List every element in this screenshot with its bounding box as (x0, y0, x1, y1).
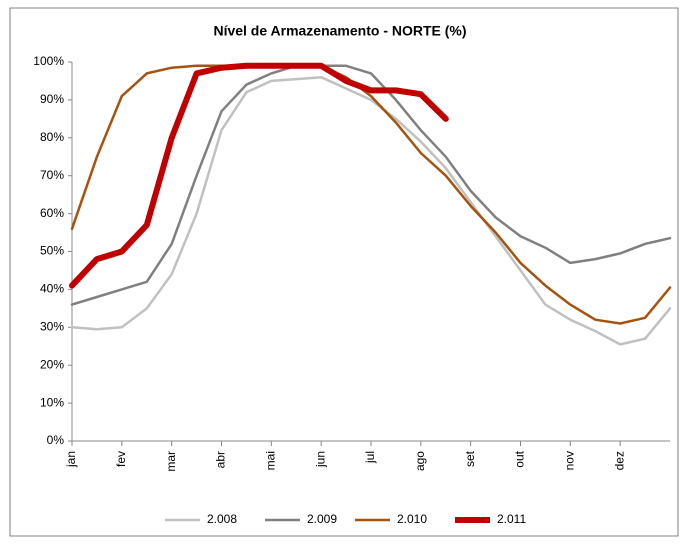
series-line (70, 64, 672, 306)
x-tick-label: set (463, 450, 477, 467)
y-tick-label: 100% (33, 54, 64, 68)
y-tick-label: 90% (40, 92, 64, 106)
x-tick-label: ago (413, 451, 427, 471)
x-tick-label: out (513, 450, 527, 467)
series-line (69, 62, 449, 289)
x-tick-label: fev (114, 451, 128, 467)
x-tick-label: mar (164, 451, 178, 472)
y-tick-label: 30% (40, 319, 64, 333)
legend-label: 2.011 (497, 512, 526, 526)
x-tick-label: dez (612, 451, 626, 470)
y-tick-label: 50% (40, 244, 64, 258)
legend-label: 2.008 (207, 512, 237, 526)
x-tick-label: jan (64, 451, 78, 468)
legend-label: 2.010 (397, 512, 427, 526)
y-tick-label: 0% (47, 433, 65, 447)
x-tick-label: jun (313, 451, 327, 468)
x-tick-label: nov (563, 451, 577, 470)
series-line (70, 75, 672, 346)
series-line (70, 64, 672, 325)
y-tick-label: 70% (40, 168, 64, 182)
legend-label: 2.009 (307, 512, 337, 526)
x-tick-label: mai (264, 451, 278, 470)
y-tick-label: 80% (40, 130, 64, 144)
y-tick-label: 40% (40, 282, 64, 296)
x-tick-label: jul (363, 451, 377, 464)
y-tick-label: 60% (40, 206, 64, 220)
chart-title: Nível de Armazenamento - NORTE (%) (213, 23, 466, 39)
y-tick-label: 10% (40, 395, 64, 409)
x-tick-label: abr (214, 451, 228, 468)
y-tick-label: 20% (40, 357, 64, 371)
